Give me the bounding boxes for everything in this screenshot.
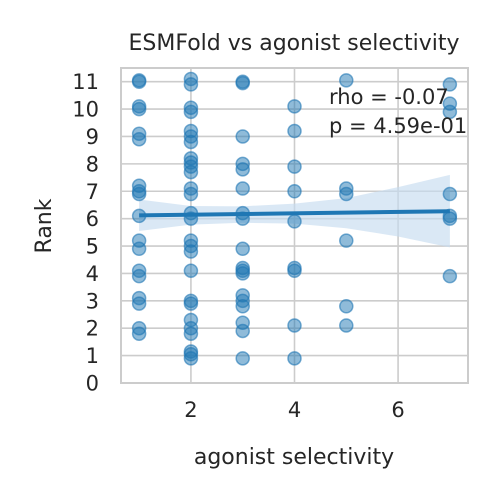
- chart-title: ESMFold vs agonist selectivity: [128, 31, 459, 56]
- data-point: [339, 233, 354, 248]
- data-point: [183, 263, 199, 278]
- data-point: [339, 73, 354, 88]
- data-point: [183, 326, 199, 341]
- data-point: [235, 299, 250, 314]
- data-point: [287, 123, 302, 139]
- y-tick-label: 3: [86, 289, 99, 313]
- data-point: [183, 296, 199, 311]
- data-point: [235, 162, 250, 177]
- data-point: [131, 186, 147, 202]
- data-point: [287, 263, 302, 278]
- regression-line-path: [139, 209, 450, 218]
- data-point: [339, 299, 354, 314]
- x-tick-label: 2: [184, 398, 197, 422]
- data-point: [235, 181, 250, 196]
- y-tick-label: 9: [86, 125, 99, 149]
- y-axis-title: Rank: [32, 198, 57, 253]
- x-tick-label: 4: [288, 398, 301, 422]
- data-point: [131, 101, 147, 117]
- y-tick-label: 6: [86, 207, 99, 231]
- regression-line: [139, 209, 450, 218]
- plot-area-frame: [120, 67, 469, 384]
- confidence-band: [139, 174, 450, 248]
- data-point: [442, 211, 458, 226]
- data-point: [183, 77, 199, 92]
- p-value-annotation: p = 4.59e-01: [329, 114, 467, 138]
- y-tick-label: 11: [72, 70, 99, 94]
- rho-annotation: rho = -0.07: [329, 85, 449, 109]
- y-tick-label: 5: [86, 235, 99, 259]
- data-point: [131, 268, 147, 284]
- data-point: [131, 131, 147, 147]
- y-tick-label: 0: [86, 372, 99, 396]
- data-point: [442, 186, 458, 202]
- data-point: [287, 318, 302, 333]
- data-point: [287, 184, 302, 199]
- data-point: [339, 318, 354, 333]
- data-point: [183, 351, 199, 366]
- data-points: [131, 71, 458, 366]
- y-tick-label: 4: [86, 262, 99, 286]
- data-point: [442, 268, 458, 284]
- data-point: [287, 159, 302, 174]
- data-point: [287, 214, 302, 229]
- data-point: [183, 244, 199, 259]
- data-point: [442, 104, 458, 120]
- data-point: [183, 186, 199, 202]
- data-point: [442, 77, 458, 92]
- data-point: [287, 99, 302, 114]
- x-tick-label: 6: [391, 398, 404, 422]
- y-tick-label: 10: [72, 98, 99, 122]
- y-tick-label: 7: [86, 180, 99, 204]
- confidence-band-area: [139, 174, 450, 248]
- data-point: [131, 296, 147, 311]
- data-point: [339, 186, 354, 202]
- data-point: [131, 73, 147, 88]
- data-point: [183, 164, 199, 180]
- x-tick-labels: 2 4 6: [184, 398, 405, 422]
- x-axis-title: agonist selectivity: [194, 445, 394, 470]
- data-point: [183, 134, 199, 150]
- data-point: [235, 266, 250, 281]
- y-tick-label: 8: [86, 152, 99, 176]
- data-point: [183, 104, 199, 120]
- y-tick-label: 1: [86, 344, 99, 368]
- data-point: [235, 75, 250, 91]
- data-point: [235, 129, 250, 144]
- data-point: [287, 351, 302, 366]
- data-point: [235, 351, 250, 366]
- data-point: [131, 326, 147, 341]
- y-tick-labels: 0 1 2 3 4 5 6 7 8 9 10 11: [72, 70, 99, 395]
- data-point: [131, 241, 147, 257]
- y-tick-label: 2: [86, 317, 99, 341]
- data-point: [235, 241, 250, 257]
- data-point: [235, 323, 250, 339]
